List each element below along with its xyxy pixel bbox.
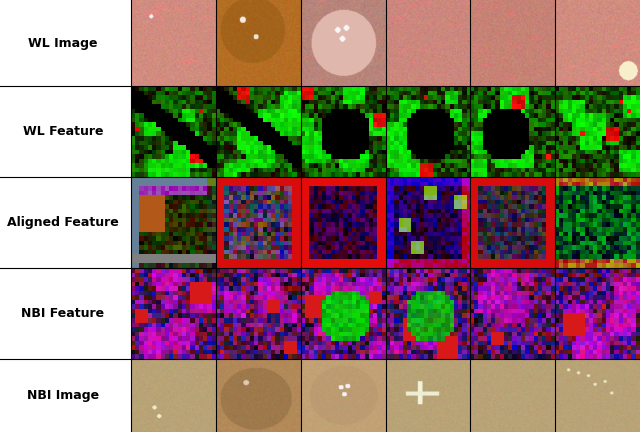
Text: WL Feature: WL Feature bbox=[23, 125, 103, 138]
Text: Aligned Feature: Aligned Feature bbox=[7, 216, 119, 229]
Text: WL Image: WL Image bbox=[28, 37, 98, 50]
Text: NBI Image: NBI Image bbox=[27, 389, 99, 402]
Text: NBI Feature: NBI Feature bbox=[21, 307, 104, 320]
